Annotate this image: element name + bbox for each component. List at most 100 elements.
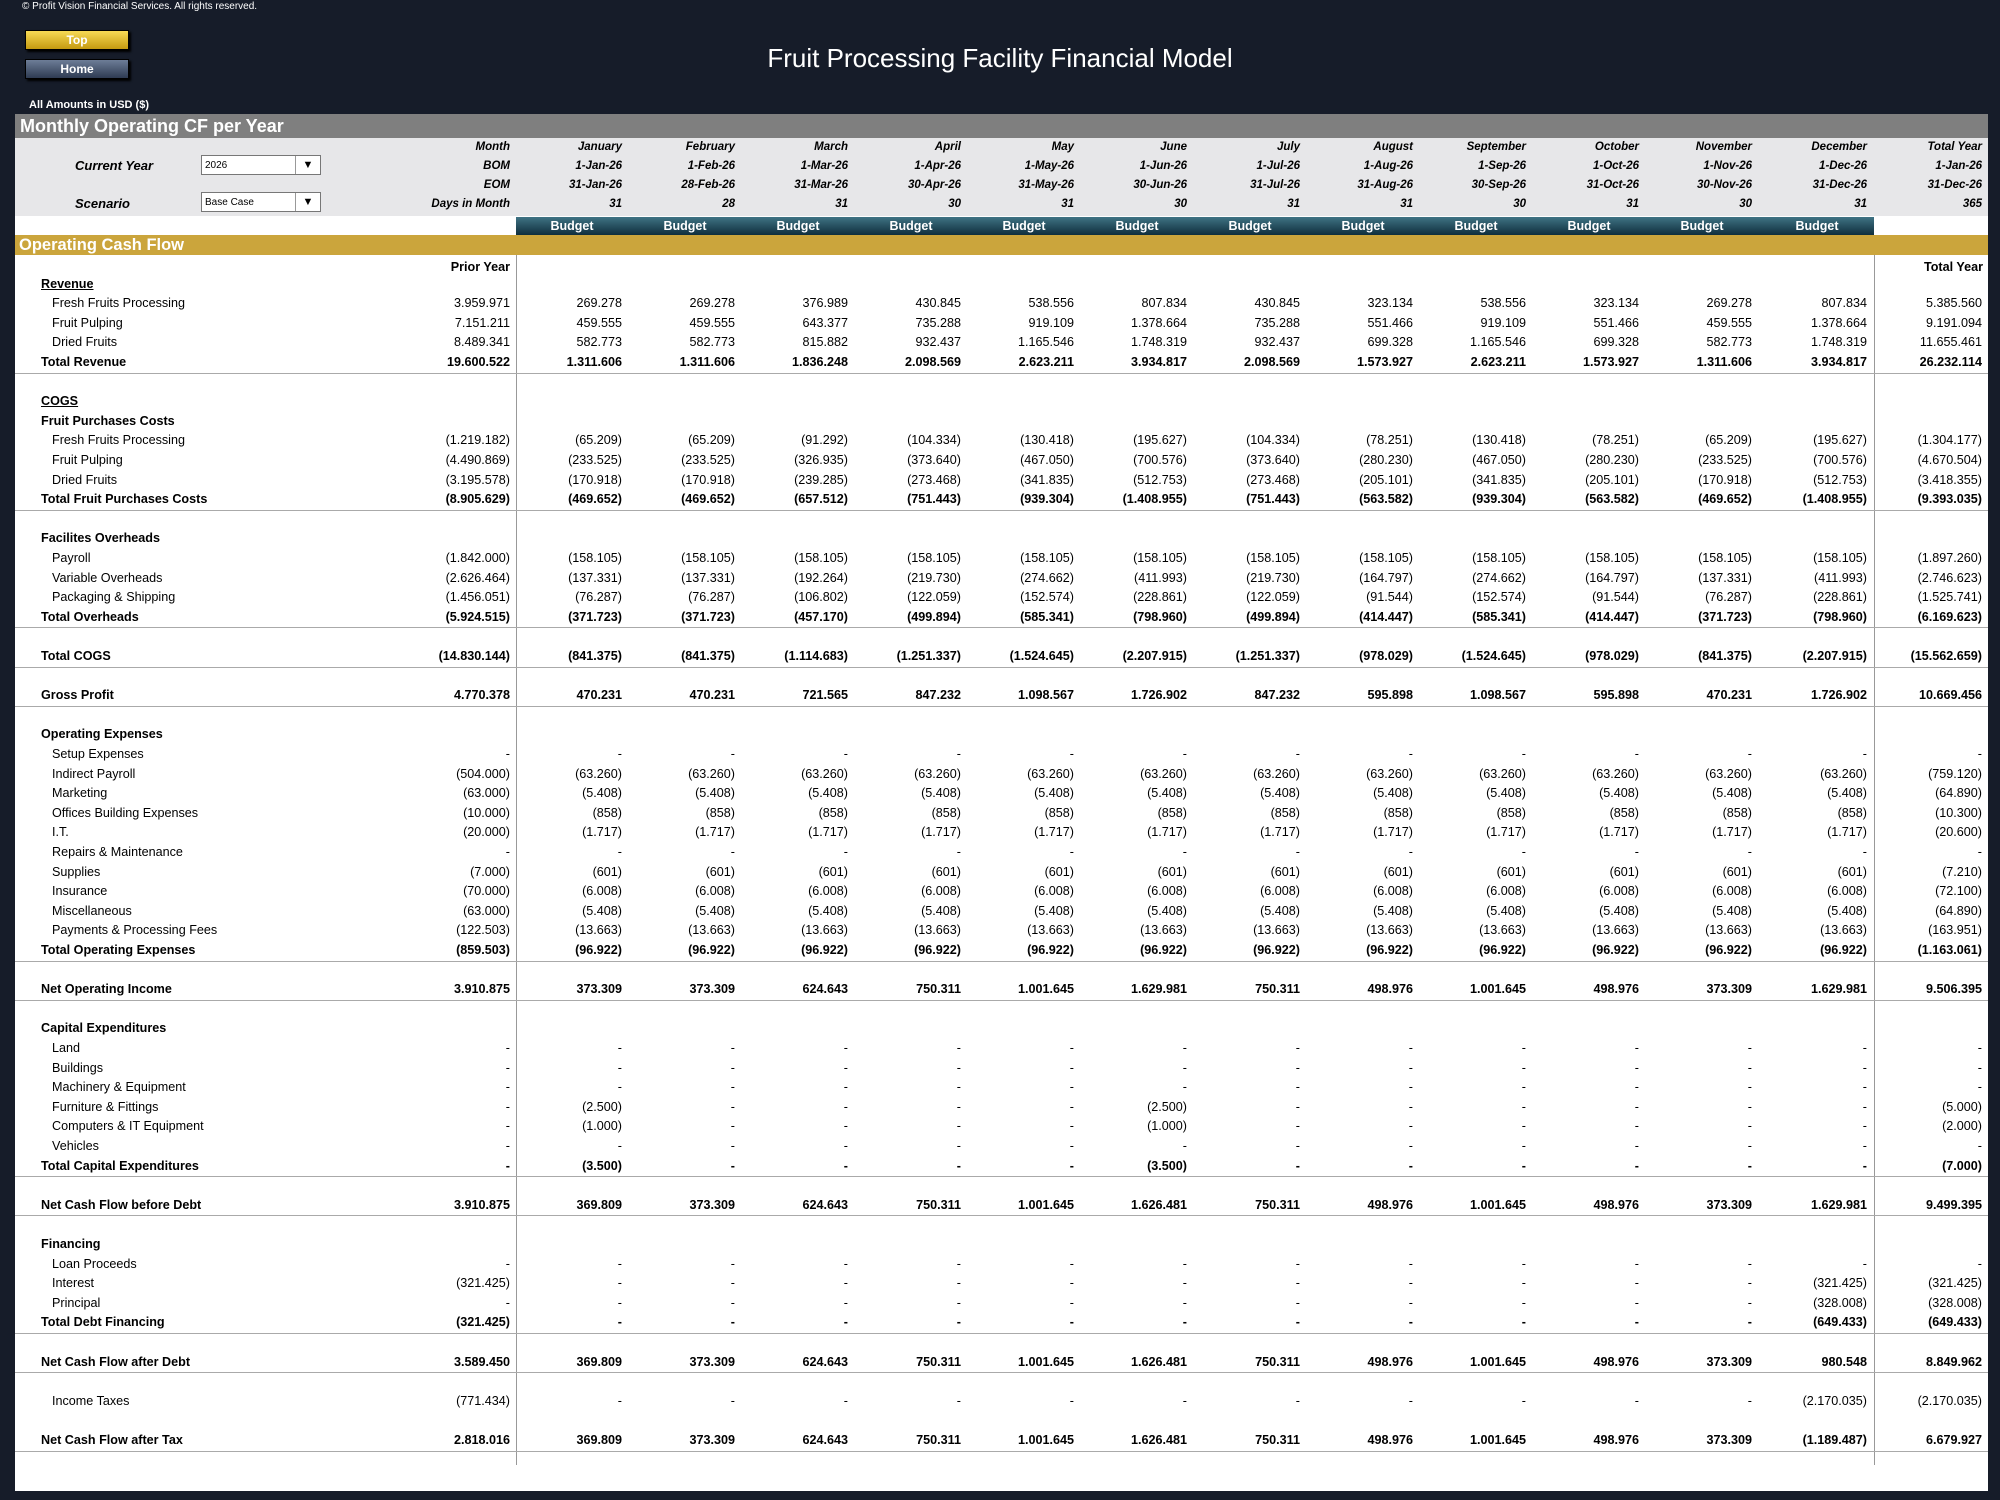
value-cell[interactable]: (13.663) <box>1479 923 1526 938</box>
value-cell[interactable]: (5.408) <box>1712 903 1752 918</box>
value-cell[interactable]: 919.109 <box>1028 315 1074 330</box>
value-cell[interactable]: 498.976 <box>1367 982 1413 997</box>
value-cell[interactable]: (321.425) <box>1928 1276 1982 1291</box>
value-cell[interactable]: - <box>1069 1393 1074 1408</box>
value-cell[interactable]: - <box>1977 1041 1982 1055</box>
value-cell[interactable]: (5.408) <box>1260 786 1300 801</box>
value-cell[interactable]: (96.922) <box>1027 943 1074 957</box>
value-cell[interactable]: (6.008) <box>1260 884 1300 899</box>
value-cell[interactable]: 498.976 <box>1367 1197 1413 1212</box>
value-cell[interactable]: (96.922) <box>1140 943 1187 957</box>
value-cell[interactable]: - <box>505 1041 510 1055</box>
value-cell[interactable]: - <box>1521 747 1526 761</box>
value-cell[interactable]: (63.260) <box>688 766 735 781</box>
value-cell[interactable]: (1.000) <box>1147 1119 1187 1134</box>
value-cell[interactable]: (158.105) <box>1472 551 1526 565</box>
value-cell[interactable]: (63.260) <box>801 766 848 781</box>
value-cell[interactable]: - <box>1408 1060 1413 1075</box>
value-cell[interactable]: (158.105) <box>568 551 622 565</box>
value-cell[interactable]: 373.309 <box>689 1433 735 1447</box>
value-cell[interactable]: - <box>505 747 510 761</box>
value-cell[interactable]: (78.251) <box>1592 433 1639 448</box>
value-cell[interactable]: 750.311 <box>1255 1433 1300 1447</box>
value-cell[interactable]: 1.629.981 <box>1130 982 1187 997</box>
value-cell[interactable]: - <box>1977 1060 1982 1075</box>
value-cell[interactable]: 373.309 <box>576 982 622 997</box>
value-cell[interactable]: (130.418) <box>1020 433 1074 448</box>
value-cell[interactable]: (280.230) <box>1585 453 1639 467</box>
value-cell[interactable]: 750.311 <box>1255 982 1300 997</box>
value-cell[interactable]: 9.506.395 <box>1925 982 1982 997</box>
value-cell[interactable]: (96.922) <box>575 943 622 957</box>
value-cell[interactable]: 269.278 <box>689 296 735 311</box>
chevron-down-icon[interactable]: ▼ <box>295 193 320 211</box>
value-cell[interactable]: (9.393.035) <box>1917 492 1982 507</box>
value-cell[interactable]: - <box>1747 1276 1752 1291</box>
value-cell[interactable]: - <box>956 1276 961 1291</box>
value-cell[interactable]: 498.976 <box>1593 1354 1639 1369</box>
value-cell[interactable]: - <box>730 1139 735 1153</box>
value-cell[interactable]: (2.500) <box>1147 1099 1187 1114</box>
value-cell[interactable]: (6.008) <box>1486 884 1526 899</box>
value-cell[interactable]: (3.195.578) <box>445 472 510 487</box>
value-cell[interactable]: 1.165.546 <box>1017 335 1074 350</box>
value-cell[interactable]: (5.408) <box>1373 903 1413 918</box>
value-cell[interactable]: - <box>505 1158 510 1173</box>
value-cell[interactable]: (10.000) <box>463 805 510 820</box>
value-cell[interactable]: (63.260) <box>914 766 961 781</box>
value-cell[interactable]: 582.773 <box>1706 335 1752 350</box>
value-cell[interactable]: 538.556 <box>1480 296 1526 311</box>
value-cell[interactable]: - <box>617 1041 622 1055</box>
top-button[interactable]: Top <box>25 30 129 50</box>
value-cell[interactable]: - <box>1069 1276 1074 1291</box>
value-cell[interactable]: - <box>1862 1139 1867 1153</box>
value-cell[interactable]: (371.723) <box>1698 609 1752 624</box>
value-cell[interactable]: (978.029) <box>1359 649 1413 663</box>
value-cell[interactable]: - <box>1182 1276 1187 1291</box>
value-cell[interactable]: 1.629.981 <box>1810 1197 1867 1212</box>
value-cell[interactable]: - <box>956 1080 961 1095</box>
current-year-dropdown[interactable]: 2026 ▼ <box>201 155 321 175</box>
value-cell[interactable]: - <box>1408 747 1413 761</box>
value-cell[interactable]: 498.976 <box>1593 1197 1639 1212</box>
value-cell[interactable]: (512.753) <box>1133 472 1187 487</box>
value-cell[interactable]: - <box>843 1393 848 1408</box>
value-cell[interactable]: (858) <box>931 805 961 820</box>
value-cell[interactable]: 498.976 <box>1367 1354 1413 1369</box>
value-cell[interactable]: - <box>956 1119 961 1134</box>
value-cell[interactable]: (1.717) <box>1373 825 1413 840</box>
value-cell[interactable]: (341.835) <box>1472 472 1526 487</box>
value-cell[interactable]: 750.311 <box>916 1197 961 1212</box>
value-cell[interactable]: (1.408.955) <box>1122 492 1187 507</box>
value-cell[interactable]: (6.008) <box>808 884 848 899</box>
value-cell[interactable]: - <box>843 1315 848 1330</box>
value-cell[interactable]: - <box>1069 1099 1074 1114</box>
value-cell[interactable]: - <box>1295 1099 1300 1114</box>
value-cell[interactable]: 624.643 <box>802 1433 848 1447</box>
value-cell[interactable]: 1.573.927 <box>1356 355 1413 369</box>
value-cell[interactable]: - <box>1408 1315 1413 1330</box>
value-cell[interactable]: - <box>956 1158 961 1173</box>
value-cell[interactable]: 1.378.664 <box>1130 315 1187 330</box>
value-cell[interactable]: (91.292) <box>801 433 848 448</box>
value-cell[interactable]: (96.922) <box>1705 943 1752 957</box>
value-cell[interactable]: (5.408) <box>1147 786 1187 801</box>
value-cell[interactable]: - <box>617 1295 622 1310</box>
value-cell[interactable]: (8.905.629) <box>445 492 510 507</box>
value-cell[interactable]: (63.260) <box>1366 766 1413 781</box>
value-cell[interactable]: (5.408) <box>1712 786 1752 801</box>
value-cell[interactable]: - <box>1408 1295 1413 1310</box>
value-cell[interactable]: 807.834 <box>1821 296 1867 311</box>
value-cell[interactable]: (601) <box>1383 864 1413 879</box>
value-cell[interactable]: (5.408) <box>1147 903 1187 918</box>
value-cell[interactable]: (13.663) <box>1027 923 1074 938</box>
value-cell[interactable]: (1.717) <box>1260 825 1300 840</box>
value-cell[interactable]: (751.443) <box>1246 492 1300 507</box>
value-cell[interactable]: (1.524.645) <box>1461 649 1526 663</box>
value-cell[interactable]: 373.309 <box>689 1354 735 1369</box>
value-cell[interactable]: (96.922) <box>688 943 735 957</box>
value-cell[interactable]: (469.652) <box>681 492 735 507</box>
value-cell[interactable]: 373.309 <box>689 982 735 997</box>
value-cell[interactable]: - <box>1521 1315 1526 1330</box>
value-cell[interactable]: (858) <box>1496 805 1526 820</box>
